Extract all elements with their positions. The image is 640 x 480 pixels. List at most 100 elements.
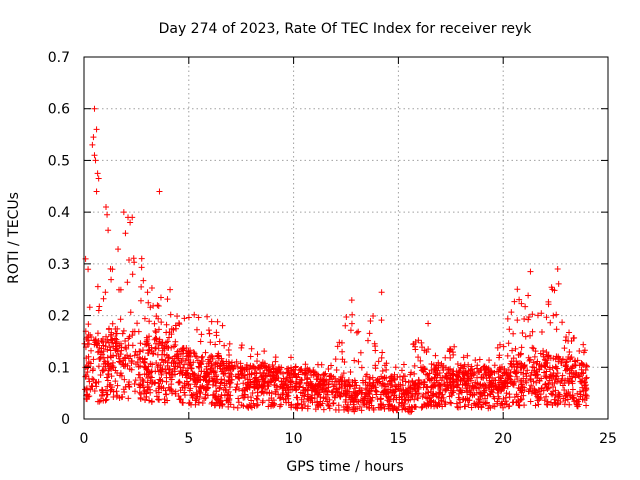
data-point bbox=[141, 359, 148, 366]
data-point bbox=[108, 373, 115, 380]
data-point bbox=[465, 361, 472, 368]
data-point bbox=[496, 341, 503, 348]
data-point bbox=[454, 372, 461, 379]
data-point bbox=[335, 402, 342, 409]
data-point bbox=[358, 364, 365, 371]
data-point bbox=[217, 380, 224, 387]
data-point bbox=[116, 372, 123, 379]
data-point bbox=[439, 391, 446, 398]
data-point bbox=[527, 332, 534, 339]
data-point bbox=[158, 371, 165, 378]
data-point bbox=[215, 396, 222, 403]
data-point bbox=[211, 392, 218, 399]
data-point bbox=[353, 382, 360, 389]
data-point bbox=[538, 310, 545, 317]
data-point bbox=[212, 341, 219, 348]
data-point bbox=[583, 395, 590, 402]
data-point bbox=[90, 356, 97, 363]
data-point bbox=[219, 322, 226, 329]
data-point bbox=[226, 373, 233, 380]
data-point bbox=[206, 354, 213, 361]
data-point bbox=[529, 311, 536, 318]
data-point bbox=[320, 406, 327, 413]
data-point bbox=[153, 329, 160, 336]
data-point bbox=[179, 355, 186, 362]
data-point bbox=[203, 363, 210, 370]
data-point bbox=[94, 398, 101, 405]
data-point bbox=[110, 388, 117, 395]
data-point bbox=[457, 399, 464, 406]
data-point bbox=[112, 378, 119, 385]
data-point bbox=[339, 348, 346, 355]
data-point bbox=[515, 352, 522, 359]
data-point bbox=[398, 400, 405, 407]
data-point bbox=[509, 347, 516, 354]
data-point bbox=[552, 363, 559, 370]
data-point bbox=[163, 370, 170, 377]
data-point bbox=[372, 362, 379, 369]
data-point bbox=[147, 304, 154, 311]
data-point bbox=[326, 373, 333, 380]
data-point bbox=[381, 381, 388, 388]
data-point bbox=[172, 390, 179, 397]
data-point bbox=[579, 361, 586, 368]
data-point bbox=[176, 379, 183, 386]
data-point bbox=[407, 396, 414, 403]
data-point bbox=[533, 379, 540, 386]
data-point bbox=[543, 368, 550, 375]
data-point bbox=[173, 325, 180, 332]
data-point bbox=[220, 370, 227, 377]
data-point bbox=[272, 354, 279, 361]
plot-frame bbox=[83, 56, 609, 420]
data-point bbox=[529, 363, 536, 370]
data-point bbox=[472, 357, 479, 364]
data-point bbox=[381, 405, 388, 412]
data-point bbox=[153, 360, 160, 367]
data-point bbox=[196, 388, 203, 395]
data-point bbox=[129, 271, 136, 278]
data-point bbox=[93, 188, 100, 195]
data-point bbox=[471, 383, 478, 390]
x-tick-label: 15 bbox=[389, 431, 407, 447]
data-point bbox=[325, 380, 332, 387]
data-point bbox=[315, 381, 322, 388]
data-point bbox=[251, 383, 258, 390]
data-point bbox=[336, 339, 343, 346]
data-point bbox=[92, 157, 99, 164]
data-point bbox=[131, 380, 138, 387]
data-point bbox=[318, 361, 325, 368]
data-point bbox=[164, 296, 171, 303]
data-point bbox=[168, 381, 175, 388]
data-point bbox=[415, 390, 422, 397]
data-point bbox=[191, 350, 198, 357]
data-point bbox=[200, 376, 207, 383]
data-point bbox=[196, 364, 203, 371]
data-point bbox=[155, 326, 162, 333]
data-point bbox=[344, 388, 351, 395]
data-point bbox=[140, 378, 147, 385]
data-point bbox=[302, 361, 309, 368]
data-point bbox=[325, 366, 332, 373]
data-point bbox=[510, 355, 517, 362]
data-point bbox=[344, 379, 351, 386]
data-point bbox=[355, 328, 362, 335]
data-point bbox=[192, 401, 199, 408]
data-point bbox=[519, 329, 526, 336]
data-point bbox=[481, 363, 488, 370]
data-point bbox=[491, 369, 498, 376]
data-point bbox=[136, 381, 143, 388]
data-point bbox=[568, 365, 575, 372]
data-point bbox=[411, 362, 418, 369]
data-point bbox=[418, 379, 425, 386]
data-point bbox=[254, 396, 261, 403]
data-point bbox=[301, 369, 308, 376]
data-point bbox=[425, 320, 432, 327]
data-point bbox=[343, 314, 350, 321]
data-point bbox=[438, 395, 445, 402]
data-point bbox=[518, 364, 525, 371]
data-point bbox=[578, 360, 585, 367]
data-point bbox=[246, 365, 253, 372]
data-point bbox=[370, 313, 377, 320]
data-point bbox=[283, 399, 290, 406]
data-point bbox=[212, 361, 219, 368]
